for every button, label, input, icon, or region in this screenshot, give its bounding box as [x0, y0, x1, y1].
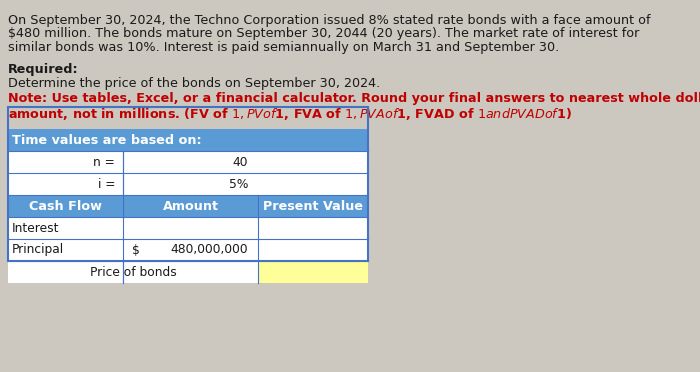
Text: amount, not in millions. (FV of $1, PV of $1, FVA of $1, PVA of $1, FVAD of $1 a: amount, not in millions. (FV of $1, PV o…	[8, 106, 572, 122]
Text: Price of bonds: Price of bonds	[90, 266, 176, 279]
Text: Present Value: Present Value	[263, 199, 363, 212]
Text: $: $	[132, 244, 140, 257]
Text: Note: Use tables, Excel, or a financial calculator. Round your final answers to : Note: Use tables, Excel, or a financial …	[8, 92, 700, 105]
Text: $480 million. The bonds mature on September 30, 2044 (20 years). The market rate: $480 million. The bonds mature on Septem…	[8, 28, 639, 41]
Bar	[8, 173, 368, 195]
Bar	[8, 151, 368, 173]
Text: Time values are based on:: Time values are based on:	[12, 134, 202, 147]
Text: Required:: Required:	[8, 63, 78, 76]
Bar	[8, 195, 368, 217]
Text: 480,000,000: 480,000,000	[170, 244, 248, 257]
Bar	[8, 261, 368, 283]
Bar	[8, 217, 368, 239]
Text: n =: n =	[93, 155, 115, 169]
Bar	[8, 129, 368, 151]
Text: similar bonds was 10%. Interest is paid semiannually on March 31 and September 3: similar bonds was 10%. Interest is paid …	[8, 41, 559, 54]
Text: On September 30, 2024, the Techno Corporation issued 8% stated rate bonds with a: On September 30, 2024, the Techno Corpor…	[8, 14, 650, 27]
Bar	[8, 239, 368, 261]
Text: Cash Flow: Cash Flow	[29, 199, 102, 212]
Text: i =: i =	[97, 177, 115, 190]
Text: Amount: Amount	[162, 199, 218, 212]
Bar	[258, 261, 368, 283]
Bar	[8, 107, 368, 261]
Text: Interest: Interest	[12, 221, 60, 234]
Text: Determine the price of the bonds on September 30, 2024.: Determine the price of the bonds on Sept…	[8, 77, 380, 90]
Text: 5%: 5%	[229, 177, 248, 190]
Text: Principal: Principal	[12, 244, 64, 257]
Text: 40: 40	[232, 155, 248, 169]
